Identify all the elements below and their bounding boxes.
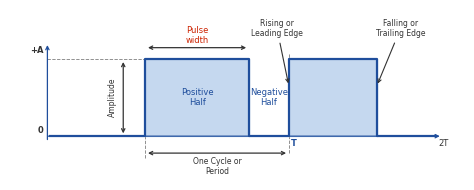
Text: 0: 0 <box>37 126 44 135</box>
Text: +A: +A <box>30 46 44 55</box>
Text: One Cycle or
Period: One Cycle or Period <box>192 157 241 176</box>
Text: Amplitude: Amplitude <box>108 78 117 117</box>
Text: 2T: 2T <box>438 139 449 148</box>
Text: T: T <box>291 139 297 148</box>
Text: Negative
Half: Negative Half <box>250 88 288 107</box>
Text: Positive
Half: Positive Half <box>181 88 213 107</box>
Text: Pulse
width: Pulse width <box>185 26 209 45</box>
Text: Rising or
Leading Edge: Rising or Leading Edge <box>251 19 303 82</box>
Text: Falling or
Trailing Edge: Falling or Trailing Edge <box>376 19 425 82</box>
